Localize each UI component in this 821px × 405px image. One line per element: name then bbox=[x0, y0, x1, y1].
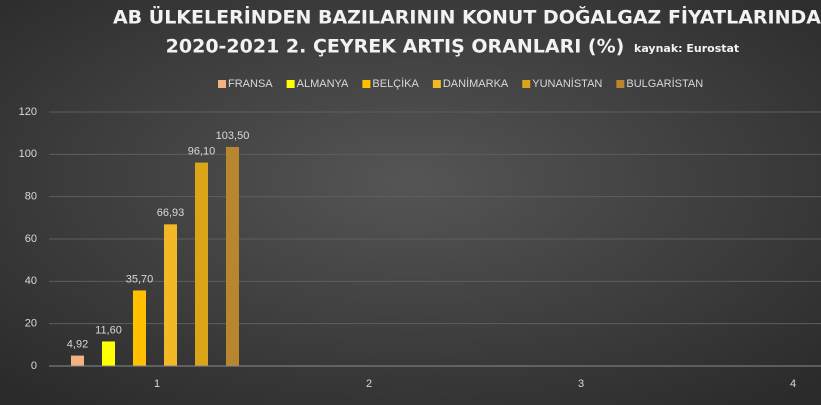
data-label: 66,93 bbox=[157, 207, 185, 219]
y-tick-label: 120 bbox=[19, 106, 37, 118]
chart-subtitle: 2020-2021 2. ÇEYREK ARTIŞ ORANLARI (%) bbox=[166, 36, 625, 58]
bar bbox=[164, 224, 177, 366]
data-label: 35,70 bbox=[126, 273, 154, 285]
legend-label: DANİMARKA bbox=[443, 77, 509, 90]
data-label: 11,60 bbox=[95, 324, 122, 336]
legend-swatch bbox=[432, 80, 441, 88]
y-tick-label: 100 bbox=[19, 148, 37, 160]
y-tick-label: 40 bbox=[25, 275, 37, 287]
x-tick-label: 1 bbox=[154, 378, 160, 390]
y-tick-label: 20 bbox=[25, 318, 37, 330]
x-tick-label: 2 bbox=[366, 378, 372, 390]
bar bbox=[133, 290, 146, 366]
legend: FRANSA ALMANYA BELÇİKA DANİMARKA YUNANİSTAN B… bbox=[218, 77, 703, 90]
y-tick-label: 0 bbox=[31, 360, 37, 372]
legend-swatch bbox=[286, 80, 295, 88]
legend-label: YUNANİSTAN bbox=[532, 77, 602, 90]
bar bbox=[102, 341, 115, 366]
legend-label: ALMANYA bbox=[297, 78, 349, 90]
x-tick-label: 4 bbox=[790, 378, 796, 390]
x-tick-label: 3 bbox=[578, 378, 584, 390]
bar bbox=[195, 162, 208, 366]
annotation: kaynak: Eurostat bbox=[634, 42, 739, 55]
data-label: 103,50 bbox=[216, 130, 250, 142]
bar bbox=[226, 146, 239, 366]
y-tick-label: 60 bbox=[25, 233, 37, 245]
data-label: 4,92 bbox=[67, 338, 88, 350]
legend-swatch bbox=[218, 80, 226, 88]
legend-label: BULGARİSTAN bbox=[626, 77, 703, 90]
legend-swatch bbox=[616, 80, 625, 88]
chart-title: AB ÜLKELERİNDEN BAZILARININ KONUT DOĞALG… bbox=[113, 5, 821, 29]
bar bbox=[71, 355, 84, 366]
legend-swatch bbox=[522, 80, 531, 88]
legend-label: FRANSA bbox=[228, 78, 273, 90]
y-tick-label: 80 bbox=[25, 191, 37, 203]
legend-label: BELÇİKA bbox=[372, 77, 419, 90]
legend-swatch bbox=[362, 80, 371, 88]
data-label: 96,10 bbox=[188, 145, 216, 157]
